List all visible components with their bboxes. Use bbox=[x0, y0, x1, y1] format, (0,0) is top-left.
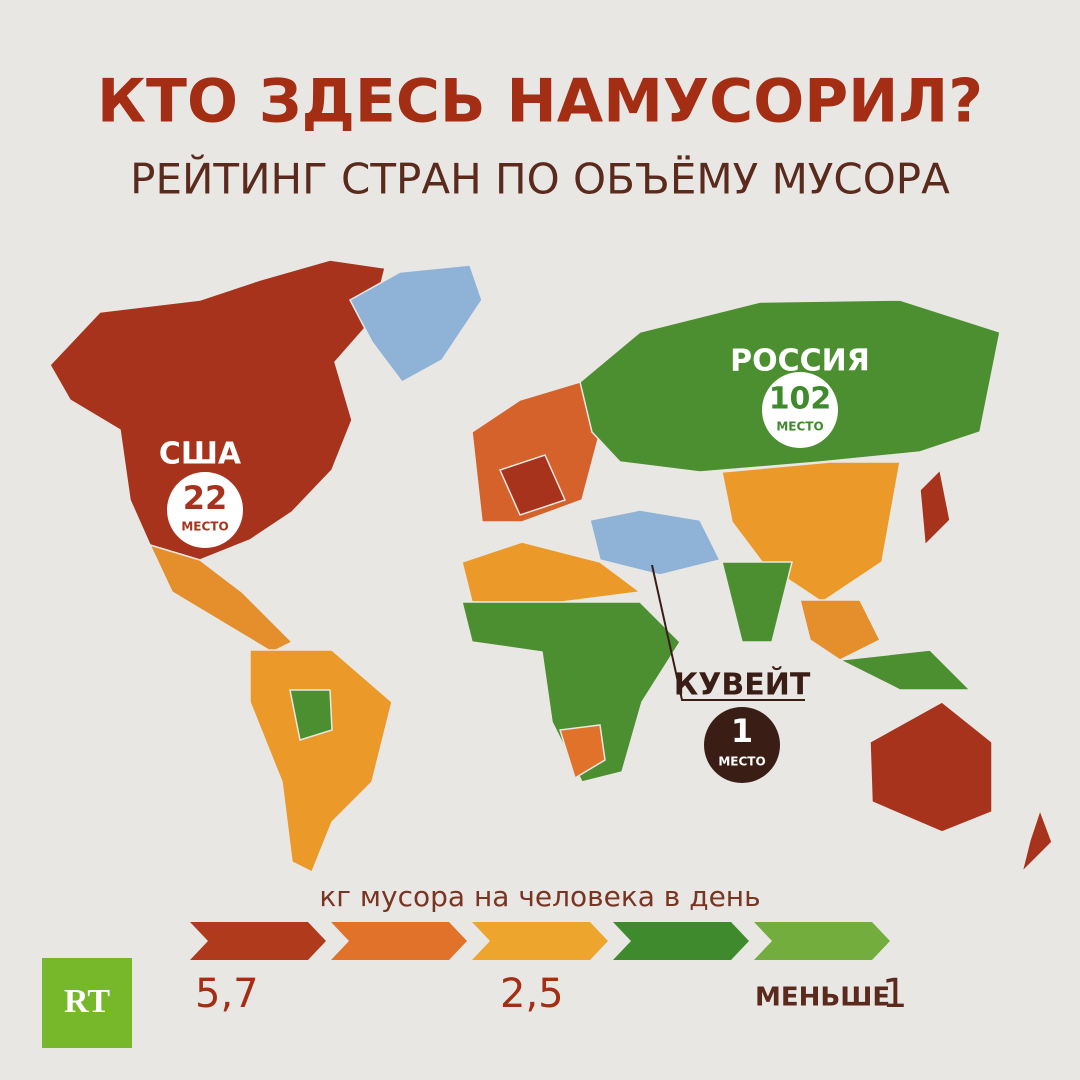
rank: 102 bbox=[769, 382, 832, 417]
africa bbox=[461, 601, 681, 783]
india bbox=[721, 561, 793, 643]
logo-box bbox=[42, 958, 132, 1048]
rank: 1 bbox=[731, 712, 753, 750]
china bbox=[721, 461, 901, 603]
north-america bbox=[49, 259, 386, 561]
subtitle: РЕЙТИНГ СТРАН ПО ОБЪЁМУ МУСОРА bbox=[130, 154, 950, 204]
rank: 22 bbox=[183, 479, 228, 517]
bolivia bbox=[289, 689, 333, 741]
country-label: США bbox=[159, 437, 242, 472]
japan bbox=[919, 468, 951, 547]
logo: RT bbox=[64, 983, 110, 1020]
greenland bbox=[348, 264, 483, 383]
middle-east bbox=[589, 509, 722, 576]
rank-label: МЕСТО bbox=[776, 420, 823, 434]
rank-badge bbox=[167, 472, 243, 548]
title: КТО ЗДЕСЬ НАМУСОРИЛ? bbox=[97, 67, 983, 137]
legend-low: 1 bbox=[882, 971, 907, 1017]
rank-label: МЕСТО bbox=[181, 520, 228, 534]
europe bbox=[471, 381, 601, 523]
usa-callout: США 22 МЕСТО bbox=[159, 437, 243, 548]
central-america bbox=[148, 543, 294, 653]
indonesia bbox=[837, 649, 972, 691]
australia bbox=[869, 701, 993, 833]
legend-scale bbox=[190, 922, 890, 960]
legend-low-prefix: МЕНЬШЕ bbox=[755, 983, 890, 1013]
south-america bbox=[249, 649, 393, 874]
country-label: КУВЕЙТ bbox=[674, 667, 811, 703]
legend-arrow bbox=[190, 922, 326, 960]
rank-badge bbox=[762, 372, 838, 448]
rank-badge bbox=[704, 707, 780, 783]
kuwait-callout: КУВЕЙТ 1 МЕСТО bbox=[651, 564, 811, 783]
legend-arrow bbox=[472, 922, 608, 960]
new-zealand bbox=[1020, 807, 1053, 875]
legend-high: 5,7 bbox=[195, 971, 259, 1017]
legend-arrow bbox=[331, 922, 467, 960]
western-europe bbox=[498, 454, 567, 516]
leader-line bbox=[651, 564, 805, 701]
russia-callout: РОССИЯ 102 МЕСТО bbox=[730, 344, 870, 448]
southeast-asia bbox=[799, 599, 882, 661]
legend-arrow bbox=[613, 922, 749, 960]
rank-label: МЕСТО bbox=[718, 755, 765, 769]
legend-title: кг мусора на человека в день bbox=[319, 880, 760, 913]
legend-middle: 2,5 bbox=[500, 971, 564, 1017]
south-africa bbox=[559, 724, 606, 780]
legend-arrow bbox=[754, 922, 890, 960]
